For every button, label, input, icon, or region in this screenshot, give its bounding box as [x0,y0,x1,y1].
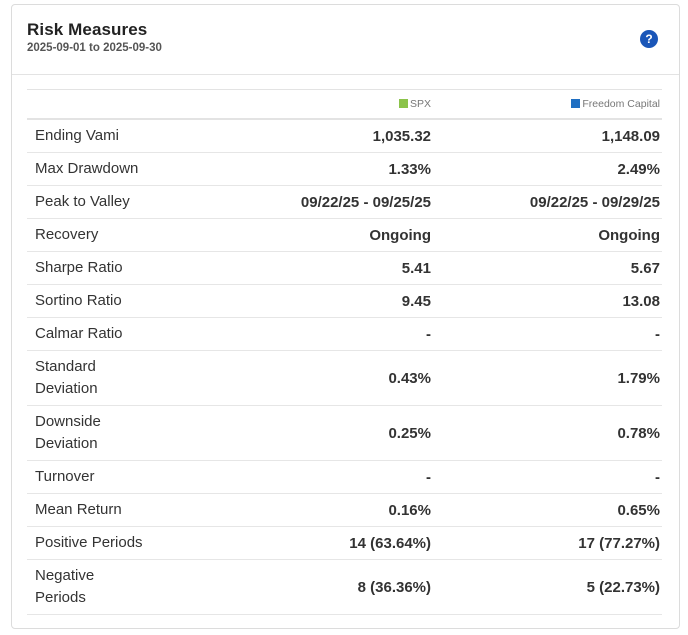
spx-legend-swatch [398,99,408,108]
spx-value: Ongoing [239,218,433,252]
spx-value: - [239,460,433,494]
spx-value: 1,035.32 [239,119,433,153]
risk-measures-card: Risk Measures 2025-09-01 to 2025-09-30 ?… [11,4,680,629]
table-header-row: SPX Freedom Capital [27,89,662,120]
risk-measures-table: SPX Freedom Capital Ending Vami 1,035.32… [27,89,662,615]
metric-label: Sharpe Ratio [27,251,239,285]
fund-legend-swatch [571,99,581,108]
table-row: Sortino Ratio 9.45 13.08 [27,284,662,318]
fund-value: 5.67 [433,251,662,285]
page-title: Risk Measures [27,20,148,39]
fund-value: 1,148.09 [433,119,662,153]
metric-label: Mean Return [27,493,239,527]
spx-column-header: SPX [239,89,433,120]
fund-value: - [433,317,662,351]
spx-value: 14 (63.64%) [239,526,433,560]
card-header: Risk Measures 2025-09-01 to 2025-09-30 ? [12,5,679,75]
fund-value: 2.49% [433,152,662,186]
table-row: Downside Deviation 0.25% 0.78% [27,405,662,461]
metric-label: Calmar Ratio [27,317,239,351]
spx-value: - [239,317,433,351]
metric-label: Downside Deviation [27,405,239,461]
table-row: Negative Periods 8 (36.36%) 5 (22.73%) [27,559,662,615]
spx-value: 0.25% [239,405,433,461]
table-row: Ending Vami 1,035.32 1,148.09 [27,119,662,153]
spx-value: 0.16% [239,493,433,527]
spx-value: 09/22/25 - 09/25/25 [239,185,433,219]
metric-label-text: Downside Deviation [35,413,101,452]
metric-column-header [27,89,239,120]
table-row: Positive Periods 14 (63.64%) 17 (77.27%) [27,526,662,560]
metric-label-text: Negative Periods [35,567,95,606]
metric-label: Recovery [27,218,239,252]
fund-value: 09/22/25 - 09/29/25 [433,185,662,219]
metric-label: Standard Deviation [27,350,239,406]
fund-value: 0.65% [433,493,662,527]
fund-value: - [433,460,662,494]
table-row: Recovery Ongoing Ongoing [27,218,662,252]
table-row: Sharpe Ratio 5.41 5.67 [27,251,662,285]
table-row: Standard Deviation 0.43% 1.79% [27,350,662,406]
fund-column-label: Freedom Capital [582,98,660,110]
spx-value: 5.41 [239,251,433,285]
metric-label: Negative Periods [27,559,239,615]
fund-value: 13.08 [433,284,662,318]
table-row: Peak to Valley 09/22/25 - 09/25/25 09/22… [27,185,662,219]
metric-label: Positive Periods [27,526,239,560]
metric-label: Max Drawdown [27,152,239,186]
spx-value: 9.45 [239,284,433,318]
table-row: Max Drawdown 1.33% 2.49% [27,152,662,186]
spx-value: 1.33% [239,152,433,186]
metric-label: Peak to Valley [27,185,239,219]
fund-value: 1.79% [433,350,662,406]
spx-value: 0.43% [239,350,433,406]
fund-value: 0.78% [433,405,662,461]
table-row: Mean Return 0.16% 0.65% [27,493,662,527]
table-row: Turnover - - [27,460,662,494]
table-row: Calmar Ratio - - [27,317,662,351]
fund-column-header: Freedom Capital [433,89,662,120]
metric-label: Sortino Ratio [27,284,239,318]
date-range: 2025-09-01 to 2025-09-30 [27,42,162,54]
spx-column-label: SPX [409,98,431,110]
fund-value: 5 (22.73%) [433,559,662,615]
metric-label: Ending Vami [27,119,239,153]
spx-value: 8 (36.36%) [239,559,433,615]
fund-value: 17 (77.27%) [433,526,662,560]
help-icon[interactable]: ? [640,30,658,48]
metric-label-text: Standard Deviation [35,358,98,397]
metric-label: Turnover [27,460,239,494]
fund-value: Ongoing [433,218,662,252]
